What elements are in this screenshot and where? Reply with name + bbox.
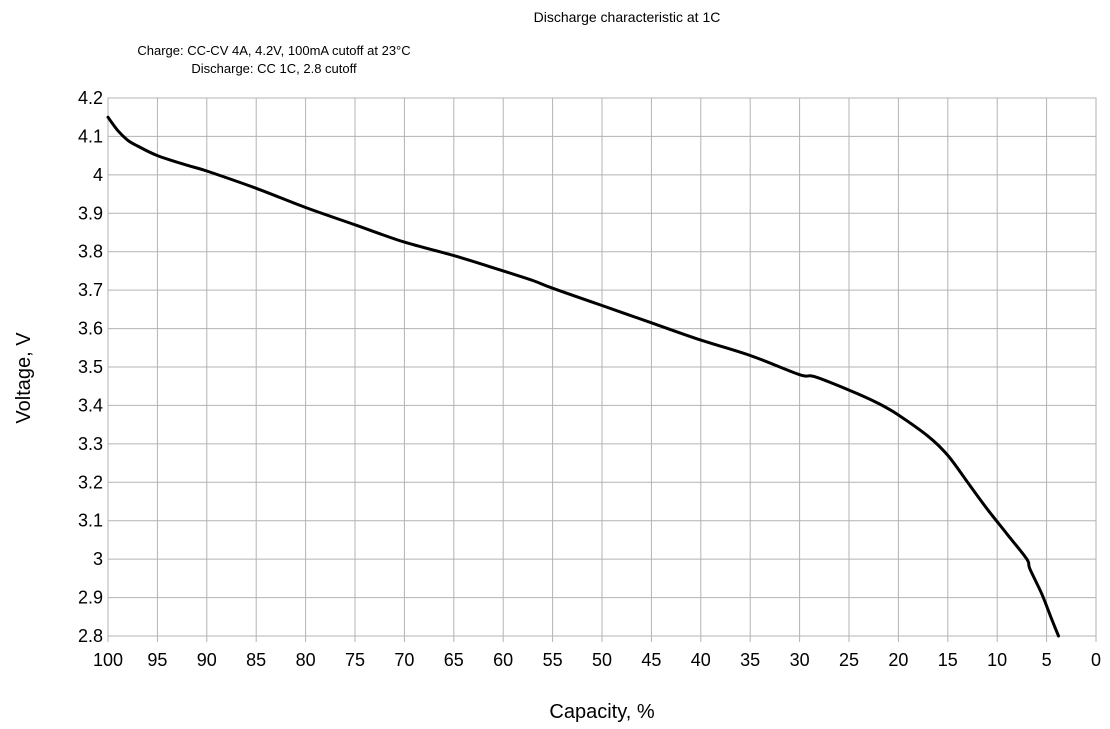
y-tick-label: 3.8 bbox=[78, 242, 103, 262]
x-tick-label: 10 bbox=[987, 650, 1007, 670]
gridlines bbox=[107, 97, 1097, 642]
x-tick-label: 5 bbox=[1042, 650, 1052, 670]
x-tick-label: 90 bbox=[197, 650, 217, 670]
y-tick-label: 3.6 bbox=[78, 319, 103, 339]
y-tick-label: 3.2 bbox=[78, 472, 103, 492]
x-tick-label: 40 bbox=[691, 650, 711, 670]
y-axis-ticks: 2.8 2.9 3 3.1 3.2 3.3 3.4 3.5 3.6 3.7 3.8 3.9 4 4.1 4.… bbox=[78, 88, 103, 646]
x-tick-label: 55 bbox=[543, 650, 563, 670]
x-tick-label: 0 bbox=[1091, 650, 1101, 670]
x-tick-label: 95 bbox=[147, 650, 167, 670]
x-tick-label: 60 bbox=[493, 650, 513, 670]
y-tick-label: 4 bbox=[93, 165, 103, 185]
y-tick-label: 3.7 bbox=[78, 280, 103, 300]
voltage-curve-line bbox=[106, 115, 1060, 638]
x-tick-label: 25 bbox=[839, 650, 859, 670]
y-tick-label: 4.2 bbox=[78, 88, 103, 108]
x-tick-label: 75 bbox=[345, 650, 365, 670]
chart-title: Discharge characteristic at 1C bbox=[534, 9, 721, 25]
x-tick-label: 15 bbox=[938, 650, 958, 670]
x-tick-label: 20 bbox=[888, 650, 908, 670]
x-axis-ticks: 100 95 90 85 80 75 70 65 60 55 50 45 40 35 30 25 20 15 10 5… bbox=[93, 650, 1101, 670]
y-tick-label: 2.8 bbox=[78, 626, 103, 646]
y-tick-label: 4.1 bbox=[78, 126, 103, 146]
x-tick-label: 65 bbox=[444, 650, 464, 670]
y-axis-title: Voltage, V bbox=[13, 332, 35, 424]
x-tick-label: 70 bbox=[394, 650, 414, 670]
y-tick-label: 3.3 bbox=[78, 434, 103, 454]
x-tick-label: 30 bbox=[790, 650, 810, 670]
x-tick-label: 80 bbox=[296, 650, 316, 670]
y-tick-label: 3 bbox=[93, 549, 103, 569]
x-tick-label: 100 bbox=[93, 650, 123, 670]
x-tick-label: 50 bbox=[592, 650, 612, 670]
chart-subtitle-line-2: Discharge: CC 1C, 2.8 cutoff bbox=[191, 61, 357, 76]
y-tick-label: 3.1 bbox=[78, 511, 103, 531]
x-tick-label: 85 bbox=[246, 650, 266, 670]
x-axis-title: Capacity, % bbox=[549, 701, 654, 723]
chart-subtitle-line-1: Charge: CC-CV 4A, 4.2V, 100mA cutoff at … bbox=[137, 43, 410, 58]
plot-frame bbox=[107, 97, 1097, 637]
y-tick-label: 3.9 bbox=[78, 203, 103, 223]
x-tick-label: 35 bbox=[740, 650, 760, 670]
y-tick-label: 3.5 bbox=[78, 357, 103, 377]
y-tick-label: 2.9 bbox=[78, 588, 103, 608]
y-tick-label: 3.4 bbox=[78, 395, 103, 415]
x-tick-label: 45 bbox=[641, 650, 661, 670]
